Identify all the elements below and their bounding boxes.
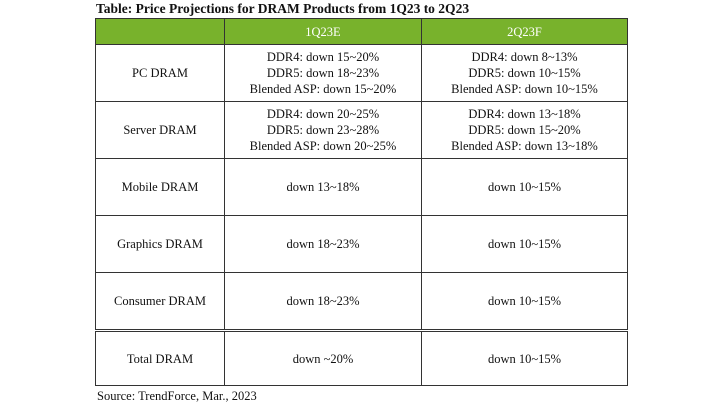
cell-line: down 10~15% [487, 180, 562, 194]
source-note: Source: TrendForce, Mar., 2023 [97, 389, 257, 403]
cell-q2: down 10~15% [421, 329, 628, 386]
cell-q1: DDR4: down 20~25% DDR5: down 23~28% Blende… [224, 101, 422, 159]
header-cell-1q23e: 1Q23E [224, 18, 422, 45]
cell-q1: DDR4: down 15~20% DDR5: down 18~23% Blende… [224, 44, 422, 102]
cell-q2: down 10~15% [421, 215, 628, 273]
row-label: Mobile DRAM [95, 158, 225, 216]
cell-q2: DDR4: down 8~13% DDR5: down 10~15% Blended… [421, 44, 628, 102]
table-header-row: 1Q23E 2Q23F [95, 18, 628, 45]
header-cell-2q23f: 2Q23F [421, 18, 628, 45]
table-row: Total DRAM down ~20% down 10~15% [95, 329, 628, 386]
table-row: Consumer DRAM down 18~23% down 10~15% [95, 272, 628, 331]
cell-q2: down 10~15% [421, 158, 628, 216]
cell-line: DDR5: down 23~28% [266, 123, 380, 137]
cell-line: DDR4: down 15~20% [266, 50, 380, 64]
cell-q2: down 10~15% [421, 272, 628, 331]
price-projection-table: 1Q23E 2Q23F PC DRAM DDR4: down 15~20% DDR5… [95, 18, 628, 386]
row-label: Consumer DRAM [95, 272, 225, 331]
row-label: Graphics DRAM [95, 215, 225, 273]
cell-line: down ~20% [292, 351, 354, 366]
cell-line: Blended ASP: down 15~20% [249, 82, 397, 96]
cell-line: Blended ASP: down 10~15% [451, 82, 598, 96]
row-label: PC DRAM [95, 44, 225, 102]
cell-line: DDR4: down 8~13% [471, 50, 578, 64]
cell-q1: down ~20% [224, 329, 422, 386]
table-row: PC DRAM DDR4: down 15~20% DDR5: down 18~23… [95, 44, 628, 102]
header-cell-empty [95, 18, 225, 45]
cell-q1: down 13~18% [224, 158, 422, 216]
cell-line: Blended ASP: down 13~18% [451, 139, 598, 153]
cell-line: Blended ASP: down 20~25% [249, 139, 397, 153]
cell-line: DDR4: down 20~25% [266, 107, 380, 121]
table-row: Server DRAM DDR4: down 20~25% DDR5: down 2… [95, 101, 628, 159]
cell-line: DDR5: down 15~20% [468, 123, 581, 137]
row-label: Total DRAM [95, 329, 225, 386]
cell-q2: DDR4: down 13~18% DDR5: down 15~20% Blende… [421, 101, 628, 159]
table-row: Mobile DRAM down 13~18% down 10~15% [95, 158, 628, 216]
table-title: Table: Price Projections for DRAM Produc… [96, 1, 470, 16]
cell-line: down 10~15% [487, 294, 562, 308]
cell-line: down 18~23% [286, 294, 360, 308]
row-label: Server DRAM [95, 101, 225, 159]
cell-line: down 18~23% [286, 237, 360, 251]
cell-line: down 10~15% [487, 237, 562, 251]
cell-q1: down 18~23% [224, 272, 422, 331]
table-row: Graphics DRAM down 18~23% down 10~15% [95, 215, 628, 273]
cell-line: down 13~18% [286, 180, 360, 194]
cell-line: DDR4: down 13~18% [468, 107, 581, 121]
cell-line: DDR5: down 18~23% [266, 66, 380, 80]
cell-q1: down 18~23% [224, 215, 422, 273]
cell-line: down 10~15% [487, 351, 562, 366]
cell-line: DDR5: down 10~15% [468, 66, 581, 80]
